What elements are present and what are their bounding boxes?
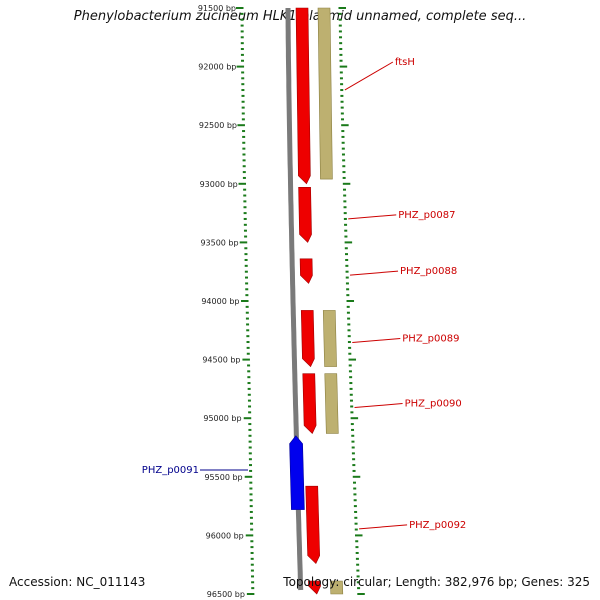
- gene-label: ftsH: [395, 57, 415, 68]
- gene-arrow: [289, 435, 305, 510]
- label-leader: [359, 524, 408, 530]
- accession-label: Accession: NC_011143: [9, 575, 146, 589]
- sequence-summary: Topology: circular; Length: 382,976 bp; …: [283, 575, 590, 589]
- inner-tick-ring: [236, 7, 255, 595]
- tick-label: 91500 bp: [198, 4, 236, 13]
- tick-label: 94500 bp: [202, 356, 240, 365]
- gene-arrow: [305, 485, 320, 565]
- gene-label: PHZ_p0088: [400, 266, 457, 277]
- tick-label: 95500 bp: [204, 473, 242, 482]
- tick-label: 92000 bp: [198, 63, 236, 72]
- label-leader: [344, 61, 394, 91]
- feature-band: [322, 310, 337, 367]
- gene-label: PHZ_p0092: [409, 520, 466, 531]
- label-leader: [354, 403, 403, 409]
- feature-band: [324, 373, 339, 434]
- gene-arrow: [300, 310, 315, 368]
- label-leader: [348, 214, 397, 220]
- tick-label: 94000 bp: [201, 297, 239, 306]
- label-leader: [349, 270, 399, 276]
- feature-band: [317, 7, 333, 180]
- gene-arrow: [295, 7, 311, 185]
- feature-track: [317, 7, 344, 595]
- feature-band: [330, 580, 344, 595]
- gene-arrow: [298, 187, 312, 243]
- tick-label: 96500 bp: [207, 590, 245, 599]
- tick-label: 92500 bp: [199, 121, 237, 130]
- gene-label: PHZ_p0089: [402, 334, 459, 345]
- gene-label: PHZ_p0090: [405, 399, 462, 410]
- gene-label: PHZ_p0087: [398, 210, 455, 221]
- tick-label: 96000 bp: [206, 531, 244, 540]
- label-leader: [352, 338, 401, 344]
- gene-track: [289, 7, 321, 595]
- gene-labels: ftsH PHZ_p0087 PHZ_p0088 PHZ_p0089 PHZ_p0090…: [142, 57, 467, 531]
- gene-arrow: [299, 258, 313, 284]
- position-axis: 91500 bp 92000 bp 92500 bp 93000 bp 93500 bp…: [198, 4, 245, 599]
- tick-label: 93000 bp: [200, 180, 238, 189]
- gene-arrow: [308, 580, 321, 595]
- outer-tick-ring: [338, 7, 365, 595]
- tick-label: 93500 bp: [200, 238, 238, 247]
- gene-arrow: [302, 373, 317, 434]
- tick-label: 95000 bp: [203, 414, 241, 423]
- gene-label: PHZ_p0091: [142, 465, 199, 476]
